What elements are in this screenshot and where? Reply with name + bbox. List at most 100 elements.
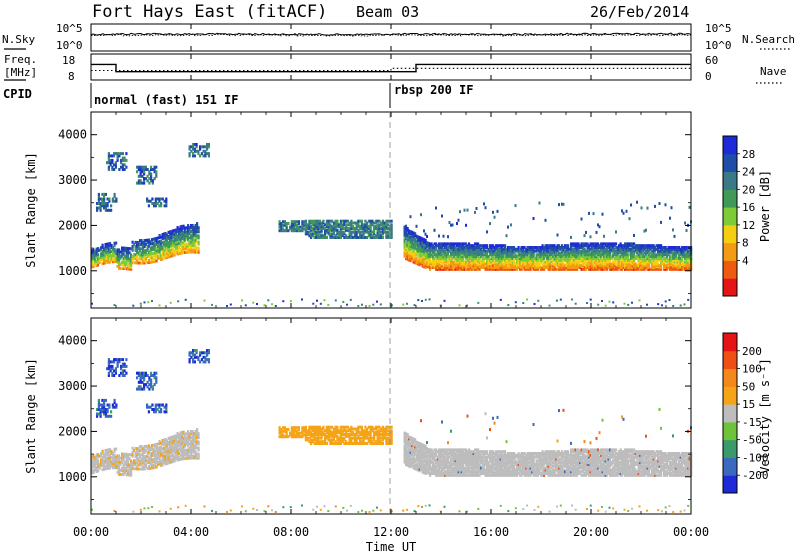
range-cell xyxy=(418,460,421,464)
range-cell xyxy=(443,299,446,302)
range-cell xyxy=(146,253,149,256)
range-cell xyxy=(538,262,541,266)
range-cell xyxy=(158,197,161,201)
range-cell xyxy=(465,256,468,260)
range-cell xyxy=(628,267,631,271)
range-cell xyxy=(420,453,423,457)
range-cell xyxy=(310,234,313,238)
range-cell xyxy=(113,254,116,257)
range-cell xyxy=(624,260,627,264)
range-cell xyxy=(652,251,655,255)
range-cell xyxy=(685,264,688,268)
range-cell xyxy=(191,436,194,440)
range-cell xyxy=(679,267,682,271)
range-cell xyxy=(615,249,618,253)
range-cell xyxy=(327,232,330,236)
range-cell xyxy=(645,255,648,259)
range-cell xyxy=(154,445,157,449)
range-cell xyxy=(206,152,209,156)
range-cell xyxy=(112,245,115,249)
range-cell xyxy=(149,254,152,258)
range-cell xyxy=(109,454,112,458)
range-cell xyxy=(595,249,598,253)
range-cell xyxy=(414,449,417,453)
range-cell xyxy=(631,266,634,269)
range-cell xyxy=(678,262,681,266)
range-cell xyxy=(525,255,528,259)
range-cell xyxy=(317,234,320,238)
range-cell xyxy=(607,258,610,262)
range-cell xyxy=(546,251,549,255)
range-cell xyxy=(194,226,197,230)
range-cell xyxy=(167,253,170,257)
range-cell xyxy=(190,246,193,250)
range-cell xyxy=(98,466,101,470)
range-cell xyxy=(163,240,166,244)
range-cell xyxy=(648,267,651,271)
range-cell xyxy=(522,251,525,255)
range-cell xyxy=(607,251,610,255)
range-cell xyxy=(676,266,679,269)
range-cell xyxy=(128,247,131,251)
range-cell xyxy=(154,237,157,241)
range-cell xyxy=(510,258,513,262)
range-cell xyxy=(308,230,311,234)
range-cell xyxy=(630,253,633,257)
range-cell xyxy=(167,243,170,247)
range-cell xyxy=(124,256,127,260)
range-cell xyxy=(520,249,523,253)
range-cell xyxy=(445,266,448,269)
range-cell xyxy=(403,232,406,236)
range-cell xyxy=(181,439,184,443)
range-cell xyxy=(637,266,640,269)
range-cell xyxy=(544,260,547,264)
range-cell xyxy=(444,249,447,253)
range-cell xyxy=(529,246,532,249)
range-cell xyxy=(128,471,131,475)
range-cell xyxy=(439,267,442,271)
range-cell xyxy=(550,256,553,260)
noise-series-0 xyxy=(90,32,692,36)
range-cell xyxy=(194,450,197,454)
range-cell xyxy=(139,463,142,467)
range-cell xyxy=(475,267,478,271)
range-cell xyxy=(99,197,102,201)
range-cell xyxy=(151,202,154,205)
range-cell xyxy=(511,256,514,260)
range-cell xyxy=(417,242,420,246)
range-cell xyxy=(155,445,158,448)
range-cell xyxy=(190,244,193,248)
range-cell xyxy=(540,256,543,260)
range-cell xyxy=(555,247,558,251)
range-cell xyxy=(468,255,471,259)
range-cell xyxy=(327,219,330,223)
range-cell xyxy=(585,264,588,268)
range-cell xyxy=(427,247,430,251)
range-cell xyxy=(517,266,520,269)
range-cell xyxy=(115,461,118,465)
range-cell xyxy=(409,438,412,441)
range-cell xyxy=(505,260,508,264)
range-cell xyxy=(519,256,522,260)
range-cell xyxy=(688,260,691,264)
range-cell xyxy=(681,246,684,249)
range-cell xyxy=(134,455,137,459)
range-cell xyxy=(191,230,194,234)
range-cell xyxy=(173,251,176,255)
range-cell xyxy=(99,204,102,208)
range-cell xyxy=(282,229,285,233)
range-cell xyxy=(427,243,430,247)
range-cell xyxy=(390,234,393,238)
range-cell xyxy=(418,469,421,473)
range-cell xyxy=(191,456,194,460)
range-cell xyxy=(510,253,513,257)
range-cell xyxy=(128,259,131,263)
range-cell xyxy=(420,244,423,247)
range-cell xyxy=(182,442,185,446)
range-cell xyxy=(120,165,123,169)
range-cell xyxy=(513,251,516,255)
range-cell xyxy=(405,253,408,257)
range-cell xyxy=(119,462,122,466)
range-cell xyxy=(465,267,468,271)
range-cell xyxy=(642,267,645,271)
